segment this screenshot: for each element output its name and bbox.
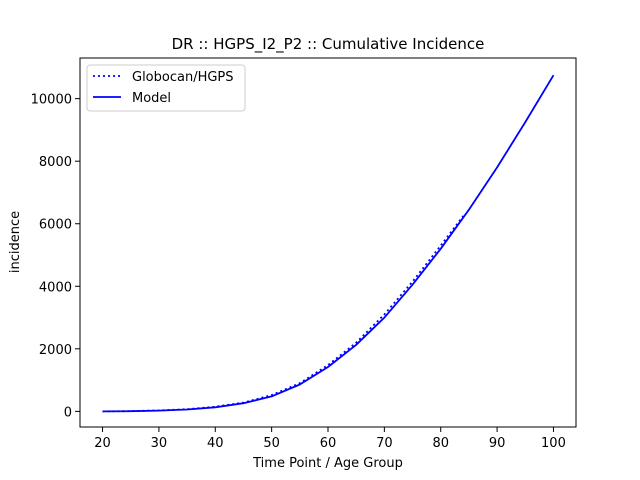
x-tick-label: 80: [432, 436, 449, 451]
x-tick-label: 40: [207, 436, 224, 451]
legend-label-model: Model: [132, 91, 171, 106]
y-axis-label: incidence: [8, 211, 23, 273]
y-axis-ticks: 0 2000 4000 6000 8000 10000: [31, 93, 80, 420]
y-tick-label: 2000: [39, 343, 72, 358]
y-tick-label: 8000: [39, 155, 72, 170]
x-axis-label: Time Point / Age Group: [252, 456, 403, 471]
x-tick-label: 20: [94, 436, 111, 451]
y-tick-label: 10000: [31, 93, 72, 108]
plot-frame: [79, 57, 577, 428]
x-axis-ticks: 20 30 40 50 60 70 80 90 100: [94, 427, 566, 451]
series-layer: [102, 74, 555, 413]
x-tick-label: 30: [151, 436, 168, 451]
x-tick-label: 90: [489, 436, 506, 451]
legend: Globocan/HGPS Model: [86, 64, 246, 112]
x-tick-label: 70: [376, 436, 393, 451]
plot-area: 20 30 40 50 60 70 80 90 100 0 2000 4000 6000 8000 100…: [31, 57, 577, 451]
y-tick-label: 6000: [39, 218, 72, 233]
y-tick-label: 0: [64, 405, 72, 420]
legend-box: [86, 64, 246, 112]
x-tick-label: 50: [263, 436, 280, 451]
x-tick-label: 60: [320, 436, 337, 451]
y-tick-label: 4000: [39, 280, 72, 295]
legend-label-globocan: Globocan/HGPS: [132, 70, 234, 85]
chart-title: DR :: HGPS_I2_P2 :: Cumulative Incidence: [172, 35, 485, 54]
x-tick-label: 100: [541, 436, 566, 451]
series-line-model: [102, 74, 555, 413]
